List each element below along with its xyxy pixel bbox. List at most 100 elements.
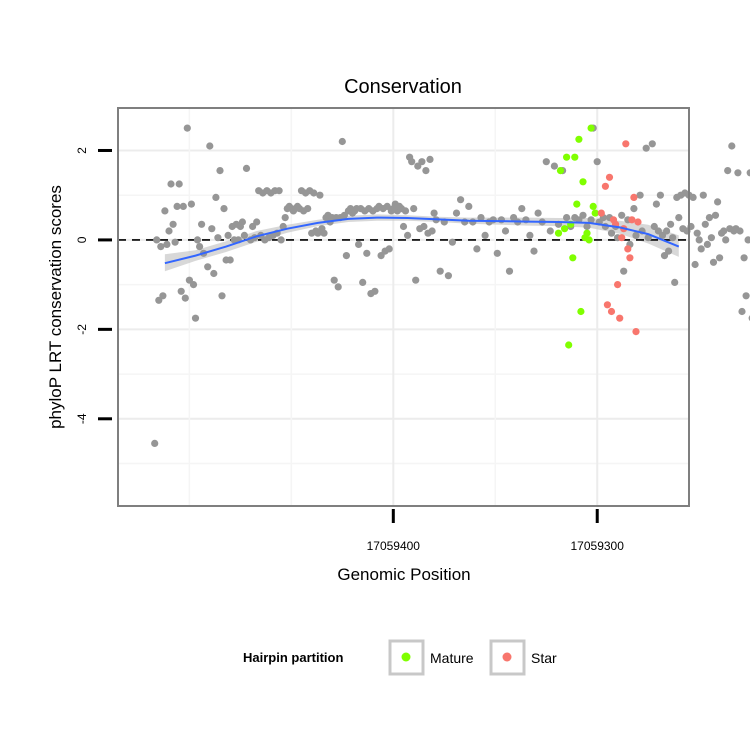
data-point-other xyxy=(210,269,218,278)
data-point-other xyxy=(736,227,744,235)
data-point-other xyxy=(448,238,456,246)
data-point-other xyxy=(742,292,750,300)
data-point-other xyxy=(220,205,228,213)
data-point-star xyxy=(624,245,632,253)
data-point-other xyxy=(724,167,732,175)
data-point-other xyxy=(179,202,187,210)
data-point-other xyxy=(242,164,251,172)
data-point-other xyxy=(740,254,748,262)
data-point-other xyxy=(204,263,212,271)
smooth-confidence-band xyxy=(164,214,679,272)
data-point-other xyxy=(722,236,730,244)
data-point-star xyxy=(628,216,636,224)
data-point-other xyxy=(428,227,436,235)
data-point-star xyxy=(601,182,610,190)
data-point-other xyxy=(420,222,428,231)
data-point-mature xyxy=(577,307,585,316)
data-point-other xyxy=(153,236,161,244)
data-point-star xyxy=(634,218,642,226)
data-point-other xyxy=(412,276,420,284)
data-point-other xyxy=(218,292,226,300)
data-point-mature xyxy=(589,202,597,210)
data-point-other xyxy=(181,294,189,302)
data-point-other xyxy=(648,140,656,148)
data-point-other xyxy=(689,193,697,201)
data-point-other xyxy=(671,278,679,286)
data-point-mature xyxy=(587,124,595,132)
data-point-other xyxy=(663,227,671,235)
data-point-other xyxy=(593,158,601,166)
data-point-star xyxy=(614,281,622,289)
data-point-star xyxy=(605,173,614,181)
data-point-other xyxy=(304,205,312,213)
data-point-other xyxy=(652,200,661,208)
data-point-other xyxy=(342,252,350,260)
data-point-other xyxy=(275,187,283,195)
data-point-other xyxy=(355,240,363,248)
data-point-other xyxy=(193,236,202,244)
data-point-other xyxy=(711,211,720,219)
data-point-mature xyxy=(571,153,579,161)
data-point-other xyxy=(399,222,408,231)
data-point-other xyxy=(505,267,514,275)
data-point-other xyxy=(481,231,489,239)
data-point-mature xyxy=(563,153,571,161)
data-point-other xyxy=(465,202,473,210)
data-point-other xyxy=(363,249,371,257)
data-point-other xyxy=(709,258,718,266)
data-point-other xyxy=(642,144,650,152)
data-point-other xyxy=(159,292,167,300)
data-point-mature xyxy=(561,225,569,233)
data-point-mature xyxy=(583,229,591,237)
data-point-other xyxy=(224,231,232,239)
data-point-other xyxy=(253,218,261,226)
data-points xyxy=(151,124,750,447)
data-point-other xyxy=(587,216,595,224)
legend-swatch-mature xyxy=(401,652,411,662)
data-point-other xyxy=(161,207,169,215)
x-axis: 17059400 17059300 xyxy=(367,509,624,553)
data-point-other xyxy=(430,209,438,217)
data-point-other xyxy=(183,124,191,132)
y-axis-title: phyloP LRT conservation scores xyxy=(46,185,65,429)
data-point-other xyxy=(410,205,418,213)
legend-label-star: Star xyxy=(531,650,557,666)
data-point-other xyxy=(526,231,534,239)
data-point-other xyxy=(489,216,497,224)
data-point-other xyxy=(177,287,185,295)
chart-title: Conservation xyxy=(344,76,462,98)
data-point-other xyxy=(401,207,410,215)
data-point-mature xyxy=(565,341,573,349)
data-point-other xyxy=(457,196,465,204)
data-point-other xyxy=(542,158,550,166)
data-point-other xyxy=(501,227,510,235)
data-point-other xyxy=(157,243,165,251)
legend-key-star xyxy=(489,639,526,676)
y-tick-label: -4 xyxy=(75,413,89,424)
plot-border xyxy=(117,107,690,507)
data-point-other xyxy=(208,225,216,233)
y-axis: -4 -2 0 2 xyxy=(75,147,112,424)
x-axis-title: Genomic Position xyxy=(337,565,470,584)
data-point-other xyxy=(693,229,701,237)
data-point-other xyxy=(371,287,379,295)
data-point-other xyxy=(701,220,709,228)
legend-title: Hairpin partition xyxy=(243,650,343,665)
data-point-other xyxy=(281,214,289,222)
data-point-other xyxy=(530,247,538,255)
data-point-other xyxy=(497,216,505,224)
data-point-other xyxy=(632,231,640,239)
data-point-other xyxy=(738,307,746,316)
data-point-other xyxy=(277,236,285,244)
data-point-other xyxy=(518,205,526,213)
data-point-mature xyxy=(573,200,581,208)
data-point-other xyxy=(665,247,673,255)
data-point-other xyxy=(310,189,318,197)
legend-label-mature: Mature xyxy=(430,650,474,666)
data-point-other xyxy=(546,227,554,235)
data-point-other xyxy=(173,202,181,210)
data-point-other xyxy=(338,137,346,146)
data-point-other xyxy=(583,222,591,231)
data-point-other xyxy=(720,227,728,235)
